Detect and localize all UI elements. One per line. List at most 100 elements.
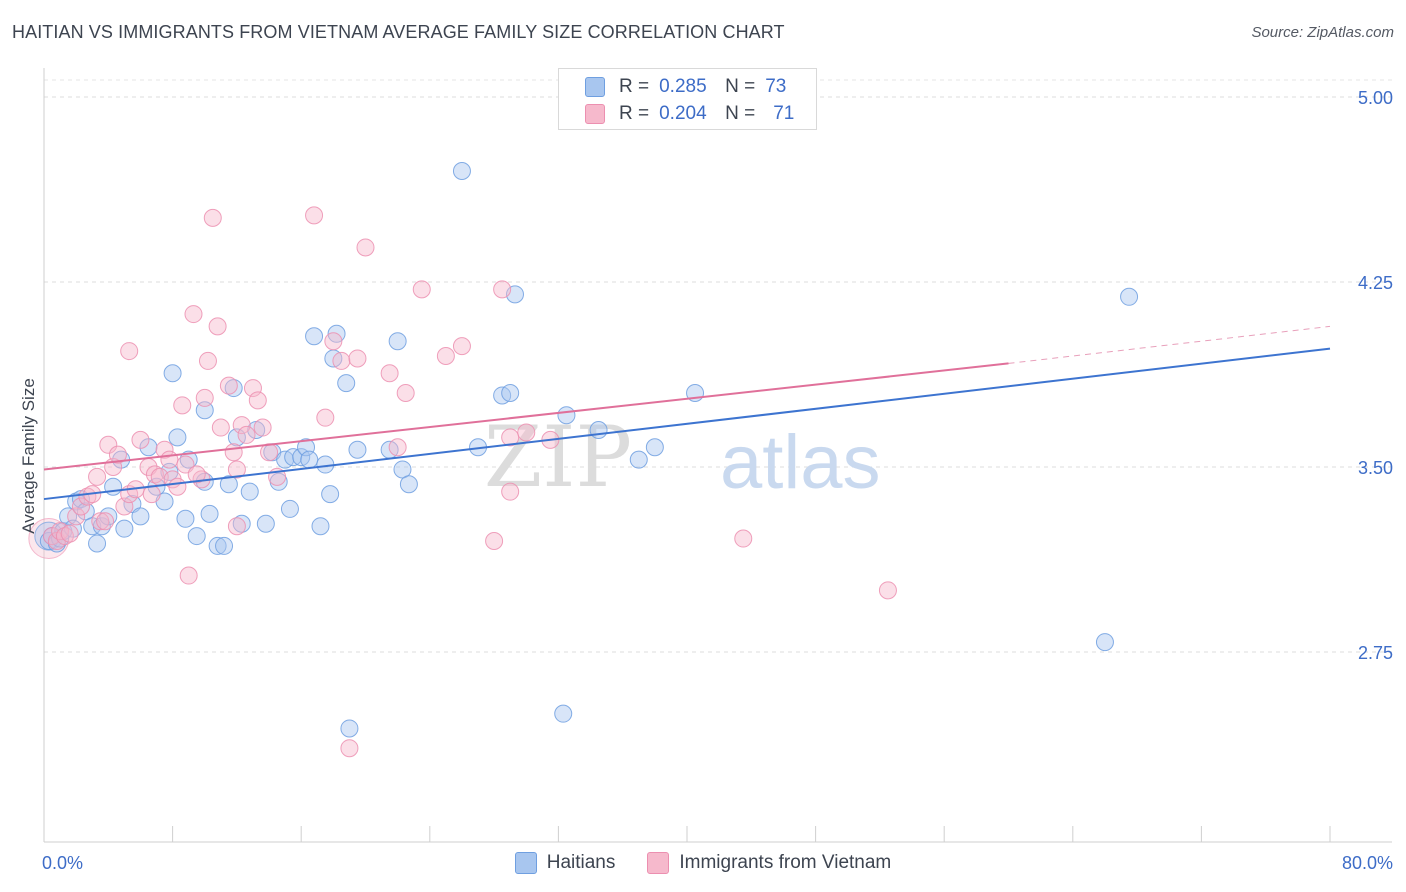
point-vietnam-10	[91, 512, 110, 531]
point-haitians-66	[554, 704, 573, 723]
trend-line-haitians	[43, 347, 1331, 501]
point-haitians-32	[215, 536, 234, 555]
point-vietnam-60	[452, 337, 471, 356]
point-vietnam-35	[203, 208, 222, 227]
trend-lines	[43, 325, 1331, 501]
point-haitians-60	[399, 475, 418, 494]
legend-swatch-haitians	[514, 852, 537, 874]
watermark-atlas: atlas	[720, 420, 881, 505]
point-haitians-43	[280, 499, 299, 518]
y-tick-label-2: 4.25	[1358, 273, 1393, 293]
point-vietnam-12	[99, 435, 118, 454]
point-haitians-18	[131, 507, 150, 526]
data-points	[28, 162, 1139, 758]
point-haitians-14	[104, 477, 123, 496]
point-haitians-39	[256, 514, 275, 533]
point-vietnam-40	[227, 460, 246, 479]
chart-title: HAITIAN VS IMMIGRANTS FROM VIETNAM AVERA…	[12, 22, 785, 42]
n-value: 73	[765, 76, 787, 97]
point-haitians-69	[629, 450, 648, 469]
n-label: N =	[725, 103, 756, 124]
point-haitians-67	[557, 406, 576, 425]
point-haitians-70	[645, 438, 664, 457]
trend-line-vietnam-extension	[1008, 325, 1331, 364]
point-haitians-51	[321, 485, 340, 504]
point-vietnam-27	[168, 477, 187, 496]
point-haitians-48	[305, 327, 324, 346]
point-haitians-58	[388, 332, 407, 351]
point-vietnam-19	[131, 430, 150, 449]
point-vietnam-3	[55, 527, 74, 546]
point-haitians-34	[224, 379, 243, 398]
stats-row-haitians: R = 0.285 N = 73	[585, 73, 786, 101]
point-haitians-36	[232, 514, 251, 533]
point-haitians-49	[311, 517, 330, 536]
point-haitians-11	[88, 534, 107, 553]
point-vietnam-38	[219, 376, 238, 395]
point-haitians-55	[340, 719, 359, 738]
point-vietnam-4	[60, 524, 79, 543]
point-haitians-30	[200, 504, 219, 523]
point-vietnam-11	[96, 512, 115, 531]
point-vietnam-62	[493, 280, 512, 299]
r-label: R =	[619, 76, 650, 97]
point-vietnam-6	[71, 497, 90, 516]
point-haitians-29	[195, 401, 214, 420]
point-vietnam-48	[305, 206, 324, 225]
point-vietnam-46	[260, 443, 279, 462]
point-vietnam-66	[734, 529, 753, 548]
cluster-point-haitians	[34, 521, 64, 551]
point-haitians-64	[501, 384, 520, 402]
source-label: Source: ZipAtlas.com	[1251, 24, 1394, 41]
point-vietnam-24	[155, 440, 174, 459]
legend: Haitians Immigrants from Vietnam	[0, 852, 1406, 874]
stats-swatch-vietnam	[585, 104, 605, 124]
n-value: 71	[773, 103, 795, 124]
legend-label-haitians: Haitians	[546, 852, 616, 873]
point-vietnam-49	[316, 408, 335, 427]
point-haitians-26	[179, 450, 198, 469]
point-vietnam-69	[227, 517, 246, 536]
point-vietnam-31	[184, 305, 203, 324]
point-vietnam-36	[208, 317, 227, 336]
point-haitians-25	[176, 509, 195, 528]
legend-item-haitians: Haitians	[514, 852, 616, 874]
legend-swatch-vietnam	[647, 852, 670, 874]
r-value: 0.204	[659, 103, 707, 124]
trend-line-vietnam	[43, 362, 1009, 471]
point-haitians-24	[168, 428, 187, 447]
point-vietnam-57	[396, 384, 415, 402]
point-vietnam-22	[145, 465, 164, 484]
point-vietnam-39	[224, 443, 243, 462]
legend-label-vietnam: Immigrants from Vietnam	[679, 852, 892, 873]
r-value: 0.285	[659, 76, 707, 97]
point-vietnam-50	[324, 332, 343, 351]
point-vietnam-54	[356, 238, 375, 257]
point-vietnam-58	[412, 280, 431, 299]
point-haitians-73	[1120, 287, 1139, 306]
x-tick-label-0: 0.0%	[42, 853, 83, 873]
stats-swatch-haitians	[585, 77, 605, 97]
point-haitians-68	[589, 421, 608, 439]
point-vietnam-61	[485, 532, 504, 550]
r-label: R =	[619, 103, 650, 124]
point-vietnam-33	[195, 388, 214, 407]
legend-item-vietnam: Immigrants from Vietnam	[647, 852, 891, 874]
point-vietnam-25	[160, 450, 179, 469]
point-vietnam-37	[211, 418, 230, 437]
point-haitians-47	[300, 450, 319, 469]
point-vietnam-68	[501, 482, 520, 501]
point-haitians-72	[1095, 633, 1114, 652]
point-vietnam-64	[517, 423, 536, 442]
point-vietnam-51	[332, 351, 351, 370]
point-vietnam-41	[232, 416, 251, 435]
watermark-zip: ZIP	[484, 408, 632, 506]
point-haitians-54	[337, 374, 356, 393]
point-vietnam-63	[501, 428, 520, 447]
point-vietnam-7	[78, 487, 97, 506]
point-vietnam-55	[380, 364, 399, 383]
watermark: ZIP atlas	[484, 408, 881, 506]
point-haitians-9	[76, 502, 95, 521]
y-tick-label-3: 5.00	[1358, 88, 1393, 108]
